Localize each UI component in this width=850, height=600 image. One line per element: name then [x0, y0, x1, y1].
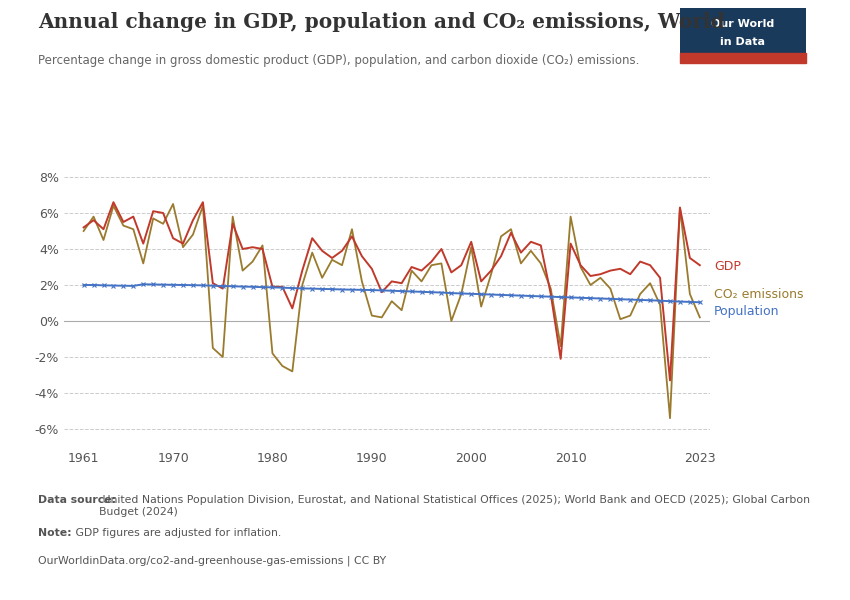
Text: United Nations Population Division, Eurostat, and National Statistical Offices (: United Nations Population Division, Euro… [99, 495, 810, 517]
Text: Data source:: Data source: [38, 495, 116, 505]
Text: GDP figures are adjusted for inflation.: GDP figures are adjusted for inflation. [72, 528, 281, 538]
FancyBboxPatch shape [680, 53, 806, 63]
Text: in Data: in Data [721, 37, 765, 47]
Text: CO₂ emissions: CO₂ emissions [714, 287, 803, 301]
Text: Percentage change in gross domestic product (GDP), population, and carbon dioxid: Percentage change in gross domestic prod… [38, 54, 639, 67]
Text: Our World: Our World [711, 19, 774, 29]
Text: GDP: GDP [714, 260, 741, 274]
Text: Note:: Note: [38, 528, 72, 538]
Text: Population: Population [714, 305, 779, 319]
Text: Annual change in GDP, population and CO₂ emissions, World: Annual change in GDP, population and CO₂… [38, 12, 725, 32]
Text: OurWorldinData.org/co2-and-greenhouse-gas-emissions | CC BY: OurWorldinData.org/co2-and-greenhouse-ga… [38, 555, 387, 565]
